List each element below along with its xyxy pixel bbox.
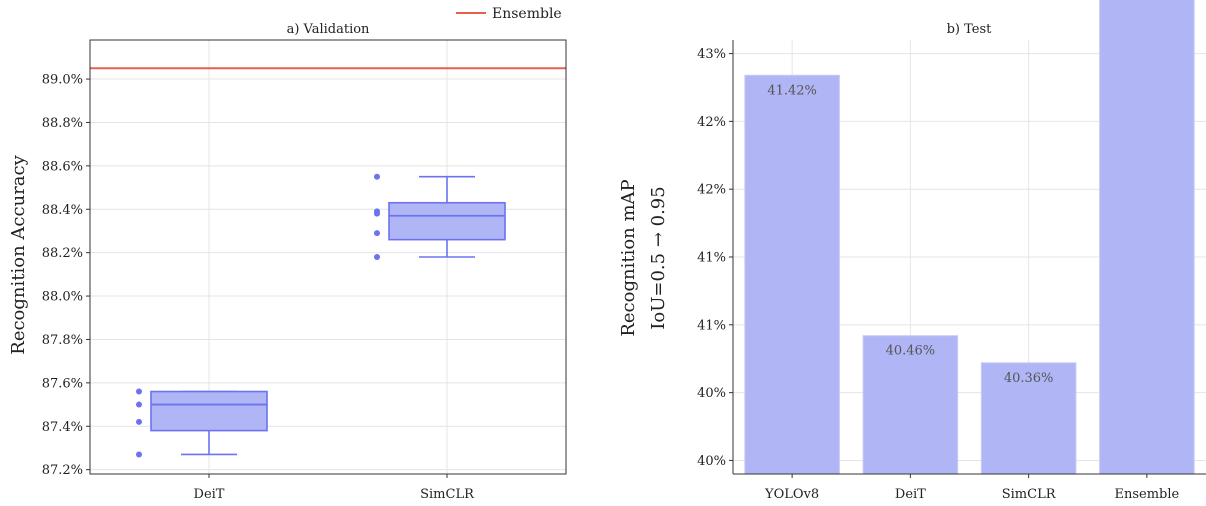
panel-a-x-tick-label: DeiT [194, 487, 225, 502]
panel-b-x-tick-label: YOLOv8 [764, 487, 819, 502]
box-simclr [374, 173, 506, 260]
panel-b-y-tick-label: 42% [697, 115, 726, 130]
data-point [374, 173, 380, 180]
panel-b-x-tick-label: Ensemble [1115, 487, 1180, 502]
panel-b-test: b) Test Recognition mAP IoU=0.5 → 0.95 4… [618, 0, 1206, 502]
bar-value-label: 40.36% [1004, 371, 1054, 386]
bar-ensemble [1099, 0, 1195, 475]
data-point [136, 418, 142, 425]
panel-b-ylabel-line2: IoU=0.5 → 0.95 [648, 186, 669, 329]
panel-a-boxes [136, 173, 506, 458]
panel-b-y-tick-label: 42% [697, 183, 726, 198]
box-deit [136, 388, 268, 458]
panel-b-y-tick-label: 43% [697, 47, 726, 62]
panel-b-y-ticks: 40% 40% 41% 41% 42% 42% 43% [697, 47, 733, 469]
panel-b-bars: 41.42%40.46%40.36%42.16% [744, 0, 1195, 475]
bar-yolov8 [744, 74, 840, 475]
panel-a-y-tick-label: 89.0% [42, 73, 83, 88]
data-point [136, 388, 142, 395]
legend-label-ensemble: Ensemble [492, 6, 562, 22]
box-iqr [388, 201, 506, 241]
panel-a-ylabel: Recognition Accuracy [8, 154, 29, 354]
panel-a-y-tick-label: 87.4% [42, 420, 83, 435]
bar-value-label: 41.42% [767, 83, 817, 98]
panel-a-x-tick-label: SimCLR [420, 487, 475, 502]
panel-a-validation: a) Validation Recognition Accuracy 87.2%… [8, 22, 567, 502]
panel-b-title: b) Test [947, 22, 993, 37]
bar-simclr [980, 362, 1077, 475]
box-iqr [150, 390, 268, 432]
panel-a-y-tick-label: 88.4% [42, 203, 83, 218]
data-point [136, 401, 142, 408]
panel-b-y-tick-label: 41% [697, 318, 726, 333]
panel-b-y-tick-label: 40% [697, 454, 726, 469]
panel-a-y-tick-label: 87.2% [42, 463, 83, 478]
data-point [136, 451, 142, 458]
data-point [374, 254, 380, 260]
panel-b-ylabel-line1: Recognition mAP [618, 179, 639, 336]
legend: Ensemble [456, 6, 562, 22]
data-point [374, 208, 380, 215]
panel-a-y-tick-label: 88.8% [42, 116, 83, 131]
panel-b-x-tick-label: DeiT [895, 487, 926, 502]
bar-value-label: 40.46% [886, 344, 936, 359]
panel-a-y-ticks: 87.2% 87.4% 87.6% 87.8% 88.0% 88.2% 88.4% 88.6%… [42, 73, 90, 478]
panel-a-y-tick-label: 88.6% [42, 159, 83, 174]
panel-a-x-ticks: DeiT SimCLR [194, 474, 475, 502]
panel-b-y-tick-label: 41% [697, 251, 726, 266]
panel-a-y-tick-label: 88.0% [42, 290, 83, 305]
panel-b-y-tick-label: 40% [697, 386, 726, 401]
panel-b-x-ticks: YOLOv8 DeiT SimCLR Ensemble [764, 474, 1180, 502]
panel-a-frame [89, 39, 567, 475]
panel-a-y-tick-label: 88.2% [42, 246, 83, 261]
panel-b-x-tick-label: SimCLR [1002, 487, 1057, 502]
panel-a-y-tick-label: 87.8% [42, 333, 83, 348]
data-point [374, 230, 380, 237]
panel-a-title: a) Validation [287, 22, 370, 37]
panel-a-y-tick-label: 87.6% [42, 376, 83, 391]
